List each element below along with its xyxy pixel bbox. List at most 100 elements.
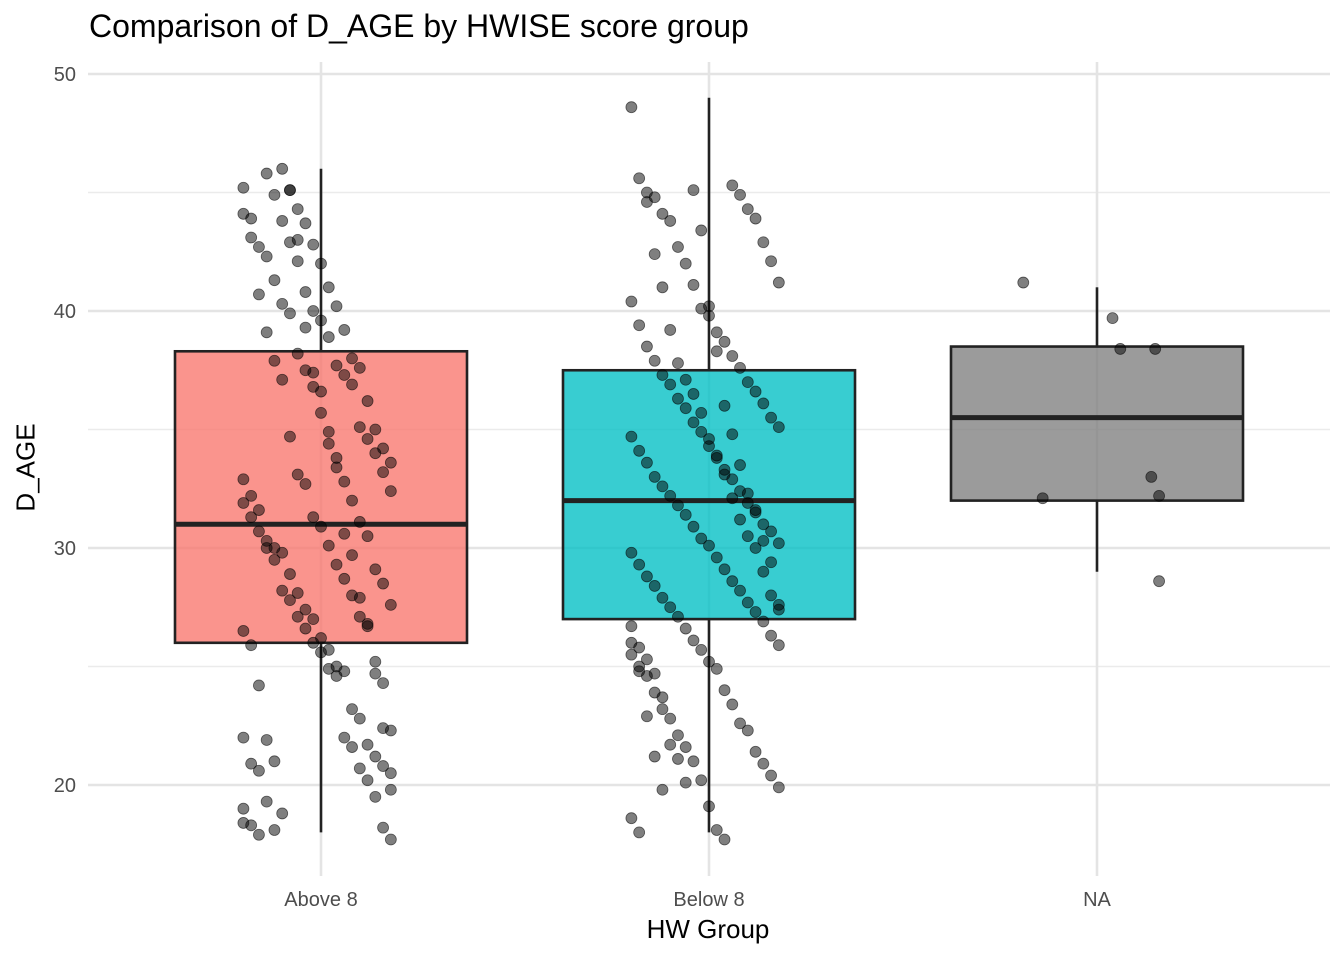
data-point: [245, 757, 258, 770]
data-point: [253, 241, 265, 253]
data-point: [718, 833, 731, 846]
data-point: [679, 776, 692, 789]
box-na: [949, 287, 1245, 572]
data-point: [625, 430, 638, 443]
data-point: [695, 224, 708, 237]
data-point: [656, 207, 669, 220]
data-point: [749, 745, 762, 758]
data-point: [641, 196, 653, 208]
data-point: [237, 497, 250, 509]
data-point: [377, 722, 389, 735]
data-point: [726, 492, 739, 505]
data-point: [703, 433, 715, 445]
data-point: [284, 568, 296, 580]
data-point: [237, 817, 250, 829]
data-point: [749, 506, 762, 519]
data-point: [710, 551, 723, 564]
data-point: [734, 188, 746, 201]
data-point: [330, 359, 343, 372]
data-point: [656, 480, 669, 493]
data-point: [710, 449, 723, 462]
data-point: [625, 812, 638, 825]
data-point: [625, 620, 638, 633]
data-point: [245, 489, 258, 502]
data-point: [253, 504, 265, 516]
data-point: [338, 731, 351, 744]
box-body: [173, 349, 469, 645]
data-point: [299, 622, 312, 635]
data-point: [656, 591, 669, 604]
data-point: [765, 525, 777, 538]
data-point: [672, 392, 684, 405]
data-point: [330, 670, 343, 682]
data-point: [625, 295, 638, 308]
data-point: [237, 731, 250, 744]
data-point: [284, 184, 296, 197]
data-point: [346, 352, 358, 365]
y-tick-label: 30: [54, 538, 76, 560]
data-point: [353, 516, 366, 528]
data-point: [726, 428, 739, 441]
data-point: [726, 698, 739, 711]
data-point: [361, 617, 374, 630]
data-point: [322, 437, 335, 450]
data-point: [641, 653, 653, 666]
data-point: [749, 542, 762, 554]
data-point: [353, 361, 366, 374]
data-point: [377, 466, 389, 479]
data-point: [757, 757, 770, 770]
data-point: [307, 613, 320, 625]
data-point: [276, 373, 289, 386]
data-point: [772, 421, 785, 434]
data-point: [703, 800, 715, 813]
data-point: [237, 625, 250, 637]
data-point: [648, 667, 661, 680]
data-point: [672, 753, 684, 765]
box-below-8: [561, 97, 857, 833]
data-point: [641, 340, 653, 353]
data-point: [361, 738, 374, 751]
data-point: [710, 824, 723, 836]
data-point: [299, 286, 312, 298]
data-point: [307, 511, 320, 524]
data-point: [625, 546, 638, 559]
data-point: [346, 494, 358, 507]
data-point: [253, 679, 265, 692]
data-point: [260, 167, 273, 180]
data-point: [253, 288, 265, 301]
data-point: [361, 774, 374, 787]
data-point: [757, 565, 770, 578]
data-point: [1106, 312, 1119, 325]
data-point: [384, 833, 397, 846]
data-point: [346, 378, 358, 391]
data-point: [741, 724, 754, 737]
data-point: [299, 321, 312, 334]
data-point: [276, 297, 289, 310]
data-point: [664, 738, 677, 751]
data-point: [307, 238, 320, 251]
data-point: [664, 378, 677, 391]
data-point: [322, 281, 335, 294]
data-point: [353, 421, 366, 434]
data-point: [765, 255, 777, 268]
data-point: [687, 388, 700, 400]
data-point: [353, 591, 366, 604]
data-point: [291, 255, 304, 268]
data-point: [757, 534, 770, 547]
data-point: [687, 634, 700, 647]
data-point: [765, 589, 777, 602]
data-point: [346, 549, 358, 562]
data-point: [369, 447, 382, 460]
data-point: [284, 594, 296, 607]
data-point: [679, 257, 692, 270]
data-point: [1114, 343, 1127, 355]
data-point: [377, 577, 389, 590]
data-point: [361, 530, 374, 543]
data-point: [353, 762, 366, 775]
data-point: [757, 397, 770, 410]
chart-title: Comparison of D_AGE by HWISE score group: [89, 8, 749, 44]
data-point: [765, 556, 777, 569]
x-tick-label: NA: [1083, 889, 1111, 911]
data-point: [338, 572, 351, 585]
data-point: [237, 802, 250, 815]
